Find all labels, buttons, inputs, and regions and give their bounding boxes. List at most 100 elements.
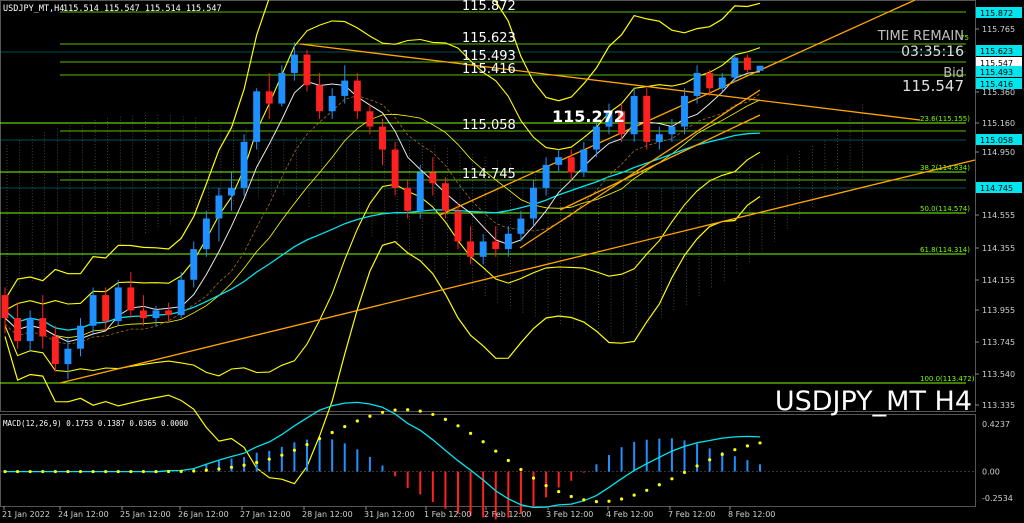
macd-signal-dot xyxy=(733,448,737,452)
bid-label: Bid xyxy=(943,66,964,81)
main-panel-border xyxy=(0,0,976,412)
candle-body xyxy=(278,72,286,104)
price-tick-label: 113.335 xyxy=(982,401,1015,410)
macd-signal-dot xyxy=(607,499,611,503)
macd-signal-dot xyxy=(695,464,699,468)
candle-body xyxy=(139,310,147,319)
price-tick-label: 114.950 xyxy=(982,148,1015,157)
candle-body xyxy=(492,241,500,250)
price-label: 115.493 xyxy=(980,68,1013,77)
macd-signal-dot xyxy=(28,469,32,474)
macd-signal-dot xyxy=(229,465,234,469)
level-label: 115.623 xyxy=(462,31,516,46)
fib-label: 23.6(115.155) xyxy=(920,115,970,123)
candle-body xyxy=(693,72,701,96)
macd-signal-dot xyxy=(758,441,762,445)
ohlc-readout: 115.514 115.547 115.514 115.547 xyxy=(63,4,222,14)
macd-signal-dot xyxy=(431,412,435,417)
trendlines xyxy=(59,0,976,384)
candle-body xyxy=(391,149,399,188)
macd-signal-dot xyxy=(443,417,448,421)
trendline xyxy=(439,0,916,216)
macd-signal-dot xyxy=(317,436,322,441)
macd-signal-dot xyxy=(305,442,309,447)
candle-body xyxy=(240,141,248,188)
candle-body xyxy=(253,91,261,142)
candle-body xyxy=(681,95,688,127)
candle-body xyxy=(102,295,110,322)
candle-body xyxy=(517,218,525,234)
candle-body xyxy=(127,287,135,311)
macd-signal-dot xyxy=(531,476,536,480)
candle-body xyxy=(731,57,739,78)
price-tick-label: 113.955 xyxy=(982,306,1015,315)
candle-body xyxy=(341,80,349,96)
price-tick-label: 114.155 xyxy=(982,276,1015,285)
fib-label: 75 xyxy=(960,34,969,42)
candle-body xyxy=(542,164,550,188)
candle-body xyxy=(228,187,235,196)
candle-body xyxy=(718,77,726,89)
time-tick-label: 2 Feb 12:00 xyxy=(484,510,531,519)
candle-body xyxy=(202,218,210,250)
candle-body xyxy=(429,172,437,184)
candle-body xyxy=(567,157,575,173)
time-tick-label: 4 Feb 12:00 xyxy=(606,510,653,519)
time-axis: 21 Jan 2022 24 Jan 12:00 25 Jan 12:00 26 Ja… xyxy=(2,506,775,519)
macd-signal-dot xyxy=(682,470,687,474)
time-remain-value: 03:35:16 xyxy=(901,44,964,60)
bollinger-lower xyxy=(4,151,761,377)
price-label-box xyxy=(976,66,1022,77)
price-callout: 115.272 xyxy=(552,107,625,126)
macd-signal-dot xyxy=(708,458,712,462)
time-tick-label: 31 Jan 12:00 xyxy=(364,510,415,519)
candle-body xyxy=(265,91,273,104)
macd-signal-dot xyxy=(456,424,460,428)
candle-body xyxy=(165,310,173,316)
macd-signal-dot xyxy=(569,494,573,499)
candle-body xyxy=(177,279,185,316)
macd-signal-dot xyxy=(380,410,385,414)
macd-signal-dot xyxy=(720,452,724,456)
price-tick-label: 114.355 xyxy=(982,244,1015,253)
candle-body xyxy=(441,183,449,211)
macd-signal-dot xyxy=(418,409,422,413)
candle-body xyxy=(618,111,626,135)
trendline xyxy=(519,89,761,249)
macd-signal-dot xyxy=(557,490,561,494)
time-remain-label: TIME REMAIN xyxy=(877,29,964,44)
candle-body xyxy=(467,241,475,257)
symbol-watermark: USDJPY_MT H4 xyxy=(775,386,972,417)
candle-body xyxy=(416,172,424,211)
candle-body xyxy=(190,249,198,280)
candle-body xyxy=(655,134,663,142)
price-label: 115.623 xyxy=(980,47,1013,56)
time-tick-label: 3 Feb 12:00 xyxy=(546,510,593,519)
candle-body xyxy=(706,72,714,89)
candle-body xyxy=(303,54,311,86)
price-tick-label: 115.360 xyxy=(982,88,1015,97)
candle-body xyxy=(64,348,72,365)
symbol-label: USDJPY_MT,H4 xyxy=(3,4,64,14)
candle-body xyxy=(328,95,336,112)
macd-signal-dot xyxy=(632,493,636,497)
candle-body xyxy=(353,80,361,112)
candle-body xyxy=(39,318,47,337)
macd-signal-dot xyxy=(355,419,359,423)
candle-body xyxy=(215,195,223,219)
macd-signal-dot xyxy=(343,424,347,429)
macd-signal-dot xyxy=(745,444,750,448)
price-tick-label: 113.540 xyxy=(982,370,1015,379)
candle-body xyxy=(479,241,487,257)
macd-signal-dot xyxy=(657,483,661,487)
macd-signal-dot xyxy=(179,469,183,473)
candle-body xyxy=(756,65,764,71)
fib-label: 50.0(114.574) xyxy=(920,205,970,213)
trendline xyxy=(299,43,921,121)
candle-body xyxy=(89,295,97,326)
macd-signal-dot xyxy=(481,440,485,444)
macd-signal-dot xyxy=(154,469,158,474)
macd-signal-dot xyxy=(116,469,120,474)
